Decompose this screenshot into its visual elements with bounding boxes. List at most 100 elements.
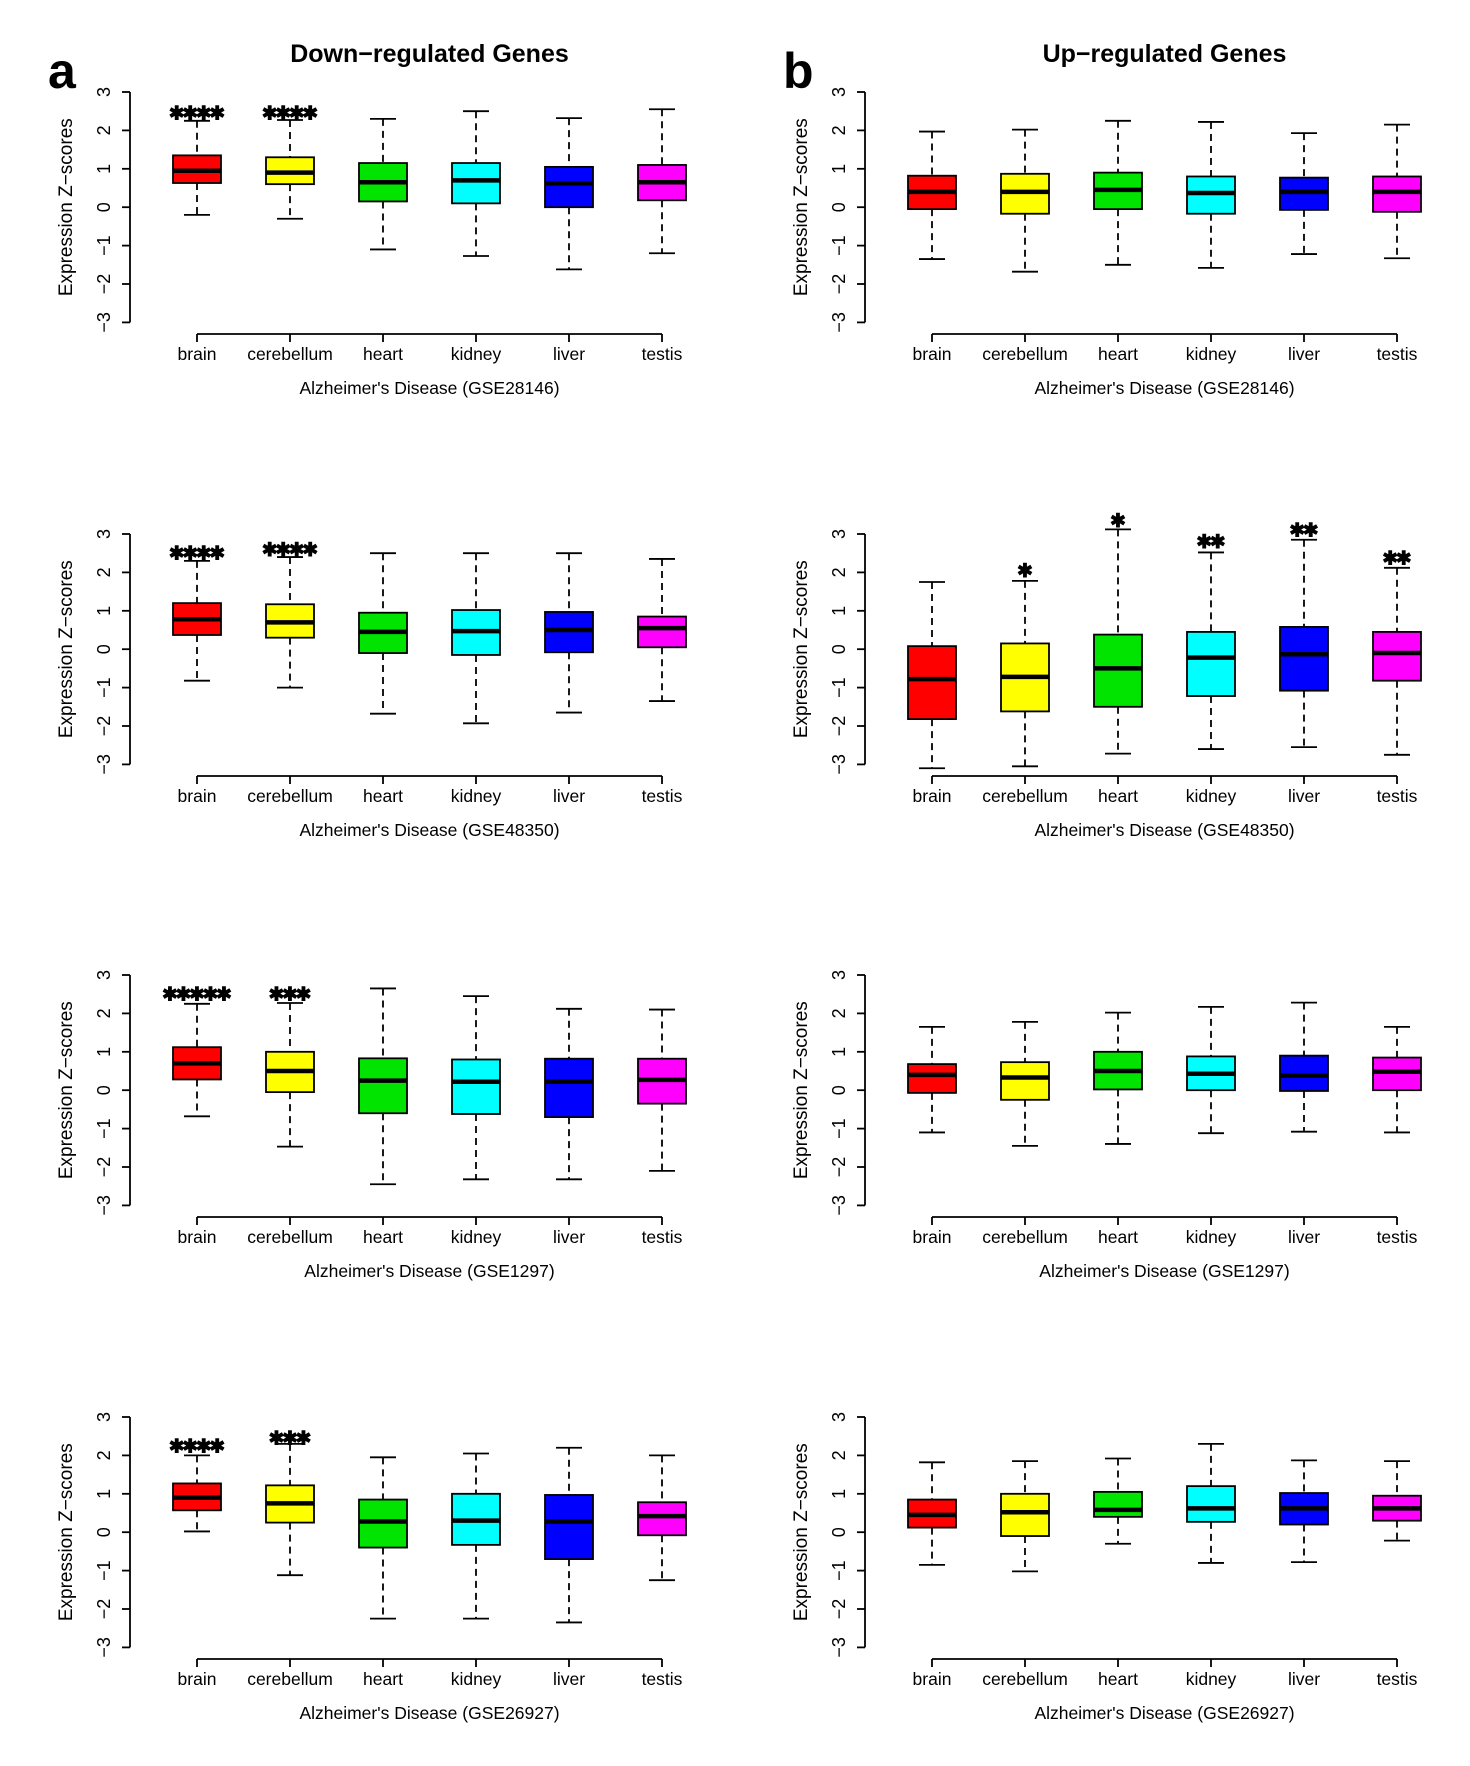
y-tick-label: 2 [94,125,114,135]
y-tick-label: 1 [94,1488,114,1498]
y-tick-label: 1 [94,1047,114,1057]
box-heart [358,987,408,1186]
y-tick-label: −2 [829,715,849,736]
x-tick-label-cerebellum: cerebellum [247,786,333,806]
x-tick-label-kidney: kidney [1186,1669,1237,1689]
box-heart [1093,119,1143,266]
x-tick-label-heart: heart [1098,1669,1138,1689]
y-tick-label: 0 [829,1085,849,1095]
x-tick-label-cerebellum: cerebellum [247,1227,333,1247]
x-tick-label-testis: testis [1377,786,1418,806]
y-tick-label: 2 [829,125,849,135]
x-tick-label-cerebellum: cerebellum [982,1227,1068,1247]
x-axis-label: Alzheimer's Disease (GSE28146) [299,378,559,398]
significance-star: ✱ [262,538,278,560]
iqr-box [1000,1492,1050,1537]
x-tick-label-heart: heart [1098,344,1138,364]
y-tick-label: −2 [829,1598,849,1619]
significance-star: ✱ [1382,547,1398,569]
x-tick-label-liver: liver [1288,786,1320,806]
significance-star: ✱ [189,984,205,1006]
y-tick-label: 1 [829,605,849,615]
box-liver [1279,1458,1329,1563]
panel-title: Down−regulated Genes [290,40,569,68]
y-tick-label: 2 [94,1008,114,1018]
significance-star: ✱ [1017,559,1033,581]
iqr-box [451,1058,501,1115]
x-tick-label-kidney: kidney [451,786,502,806]
significance-star: ✱ [169,1435,185,1457]
x-tick-label-cerebellum: cerebellum [982,1669,1068,1689]
significance-star: ✱ [1110,510,1126,532]
boxplot-panel-up-gse26927: 3 2 1 0 −1 −2 −3 Expression Z−scores brain cerebe… [791,1411,1422,1723]
significance-star: ✱ [302,103,318,125]
y-tick-label: 2 [829,567,849,577]
boxplot-panel-up-gse28146: b Up−regulated Genes 3 2 1 0 −1 −2 −3 Expression … [783,40,1422,398]
y-tick-label: −1 [94,235,114,256]
y-axis-label: Expression Z−scores [791,1443,812,1621]
x-tick-label-liver: liver [553,786,585,806]
y-tick-label: −2 [94,1598,114,1619]
box-testis: ✱✱ [1372,546,1422,756]
iqr-box [544,1493,594,1560]
iqr-box [1372,630,1422,682]
x-tick-label-kidney: kidney [1186,344,1237,364]
box-kidney [451,995,501,1181]
y-tick-label: 0 [94,644,114,654]
y-tick-label: −3 [829,1637,849,1658]
x-tick-label-cerebellum: cerebellum [982,786,1068,806]
boxplot-panel-down-gse1297: 3 2 1 0 −1 −2 −3 Expression Z−scores brain cerebe… [56,970,687,1281]
significance-star: ✱ [1303,519,1319,541]
y-tick-label: 3 [829,970,849,980]
significance-star: ✱ [302,538,318,560]
x-tick-label-brain: brain [178,1669,217,1689]
significance-star: ✱ [162,984,178,1006]
y-tick-label: 2 [94,567,114,577]
box-kidney [451,551,501,724]
y-tick-label: 3 [94,1411,114,1421]
x-axis-label: Alzheimer's Disease (GSE48350) [299,820,559,840]
y-tick-label: 3 [829,528,849,538]
x-tick-label-kidney: kidney [1186,786,1237,806]
y-tick-label: −3 [94,312,114,333]
y-tick-label: −3 [829,754,849,775]
x-axis-label: Alzheimer's Disease (GSE28146) [1034,378,1294,398]
x-axis-label: Alzheimer's Disease (GSE1297) [304,1261,554,1281]
significance-star: ✱ [196,1435,212,1457]
y-axis-label: Expression Z−scores [791,1001,812,1179]
box-cerebellum [1000,1459,1050,1572]
boxplot-panel-down-gse48350: 3 2 1 0 −1 −2 −3 Expression Z−scores brain cerebe… [56,528,687,840]
y-tick-label: −1 [94,1118,114,1139]
y-tick-label: 0 [829,1527,849,1537]
iqr-box [1279,625,1329,692]
y-tick-label: 0 [829,644,849,654]
y-tick-label: −1 [829,677,849,698]
boxplot-panel-down-gse26927: 3 2 1 0 −1 −2 −3 Expression Z−scores brain cerebe… [56,1411,687,1723]
x-tick-label-kidney: kidney [451,1669,502,1689]
box-cerebellum [1000,1020,1050,1147]
box-liver [544,1446,594,1623]
box-cerebellum: ✱✱✱ [265,1427,315,1576]
box-kidney: ✱✱ [1186,530,1236,750]
y-axis-label: Expression Z−scores [791,560,812,738]
y-tick-label: 2 [829,1450,849,1460]
y-tick-label: 3 [94,970,114,980]
y-axis-label: Expression Z−scores [791,118,812,296]
box-liver: ✱✱ [1279,519,1329,748]
box-heart [358,551,408,715]
x-tick-label-testis: testis [642,786,683,806]
y-tick-label: 3 [94,87,114,97]
significance-star: ✱ [269,1427,285,1449]
y-tick-label: −1 [829,1118,849,1139]
panel-corner-label-a: a [48,43,77,99]
x-tick-label-brain: brain [913,1669,952,1689]
significance-star: ✱ [1289,519,1305,541]
x-tick-label-heart: heart [1098,786,1138,806]
y-tick-label: 1 [829,1047,849,1057]
significance-star: ✱ [262,103,278,125]
box-testis [637,557,687,702]
significance-star: ✱ [282,1427,298,1449]
box-brain: ✱✱✱✱ [168,102,226,216]
significance-star: ✱ [296,1427,312,1449]
iqr-box [1372,175,1422,213]
